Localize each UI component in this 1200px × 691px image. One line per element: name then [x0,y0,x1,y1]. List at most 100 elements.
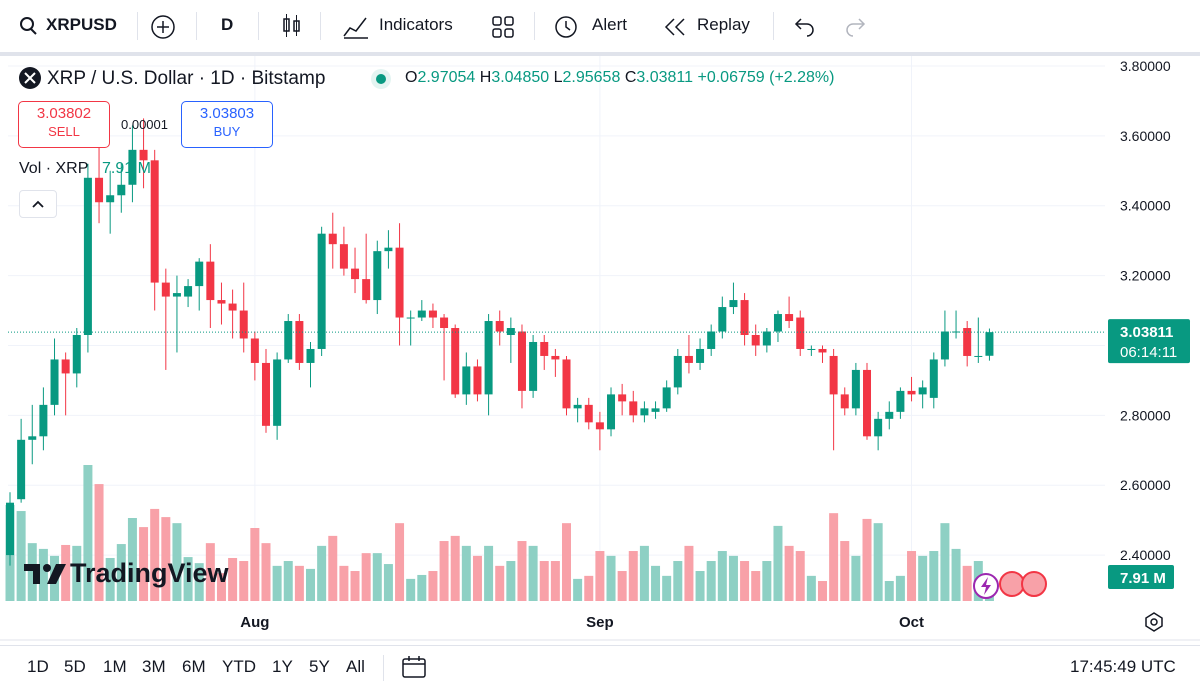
candle-body [117,184,126,196]
volume-bar [417,574,427,601]
volume-bar [695,571,705,601]
buy-label: BUY [213,124,241,139]
volume-bar [361,553,371,601]
candle-body [863,369,872,437]
volume-bar [38,548,48,601]
volume-bar [116,544,126,601]
range-6m[interactable]: 6M [182,657,206,676]
range-all[interactable]: All [346,657,365,676]
range-ytd[interactable]: YTD [222,657,256,676]
candle-body [106,195,115,203]
buy-price: 3.03803 [199,105,255,122]
candle-body [529,341,538,391]
indicators-button[interactable]: Indicators [379,15,453,34]
volume-bar [884,581,894,601]
volume-bar [829,513,839,601]
x-tick-label: Aug [240,614,269,631]
candle-body [618,394,627,402]
volume-bar [16,511,26,601]
candle-body [95,177,104,203]
candle-body [573,404,582,409]
volume-bar [72,545,82,601]
candle-body [918,387,927,395]
range-1m[interactable]: 1M [103,657,127,676]
o-value: 2.97054 [417,69,476,86]
range-1d[interactable]: 1D [27,657,49,676]
candle-body [540,341,549,356]
candle-body [17,439,26,500]
volume-bar [428,571,438,601]
candle-body [718,307,727,332]
volume-bar [562,523,571,601]
volume-bar [317,545,327,601]
volume-bar [706,561,716,601]
candle-body [451,328,460,395]
candle-body [651,408,660,412]
watermark: TradingView [22,558,229,589]
volume-tag [1108,565,1174,590]
range-1y[interactable]: 1Y [272,657,293,676]
volume-bar [395,523,405,601]
volume-bar [617,571,627,601]
candle-body [940,331,949,360]
candle-body [306,348,315,363]
spread: 0.00001 [121,117,168,132]
candle-body [72,334,81,374]
volume-bar [406,578,416,601]
candle-body [807,348,816,350]
range-3m[interactable]: 3M [142,657,166,676]
volume-bar [528,545,538,601]
volume-bar [817,581,827,601]
candle-body [50,359,59,405]
volume-bar [573,578,583,601]
candle-body [785,314,794,322]
candle-body [762,331,771,346]
volume-bar [83,465,93,601]
volume-bar [272,565,282,601]
volume-bar [962,565,972,601]
last-price-label: 3.03811 [1120,324,1173,341]
c-label: C [624,69,637,86]
countdown-label: 06:14:11 [1120,344,1177,361]
y-tick-label: 3.60000 [1120,128,1171,144]
buy-button[interactable]: 3.03803 BUY [181,101,273,148]
c-value: 3.03811 [636,69,694,86]
candle-body [829,355,838,395]
alert-button[interactable]: Alert [592,15,627,34]
replay-button[interactable]: Replay [697,15,750,34]
settings-icon[interactable] [1142,610,1166,634]
volume-bar [306,568,316,601]
y-tick-label: 3.80000 [1120,58,1171,74]
symbol[interactable]: XRPUSD [46,15,117,34]
sell-button[interactable]: 3.03802 SELL [18,101,110,148]
y-tick-label: 3.20000 [1120,268,1171,284]
candle-body [929,359,938,398]
candle-body [729,300,738,308]
volume-bar [216,573,226,601]
plot-area [8,56,1105,601]
volume-bar [472,555,482,601]
candle-body [417,310,426,318]
candle-body [172,293,181,297]
candle-body [273,359,282,426]
candle-body [6,502,14,556]
candle-body [150,160,159,283]
candle-body [974,355,983,357]
volume-bar [105,557,115,601]
interval[interactable]: D [221,15,234,34]
volume-bar [150,508,160,601]
candle-body [851,369,860,409]
range-5y[interactable]: 5Y [309,657,330,676]
candle-body [195,261,204,287]
volume-bar [27,543,37,601]
range-5d[interactable]: 5D [64,657,86,676]
volume-legend: Vol · XRP [19,160,89,177]
candle-body [83,177,92,335]
date-range-icon[interactable] [400,653,430,683]
volume-bar [762,561,772,601]
volume-bar [372,553,382,601]
collapse-button[interactable] [19,190,57,218]
volume-bar [495,565,505,601]
candle-body [629,401,638,416]
